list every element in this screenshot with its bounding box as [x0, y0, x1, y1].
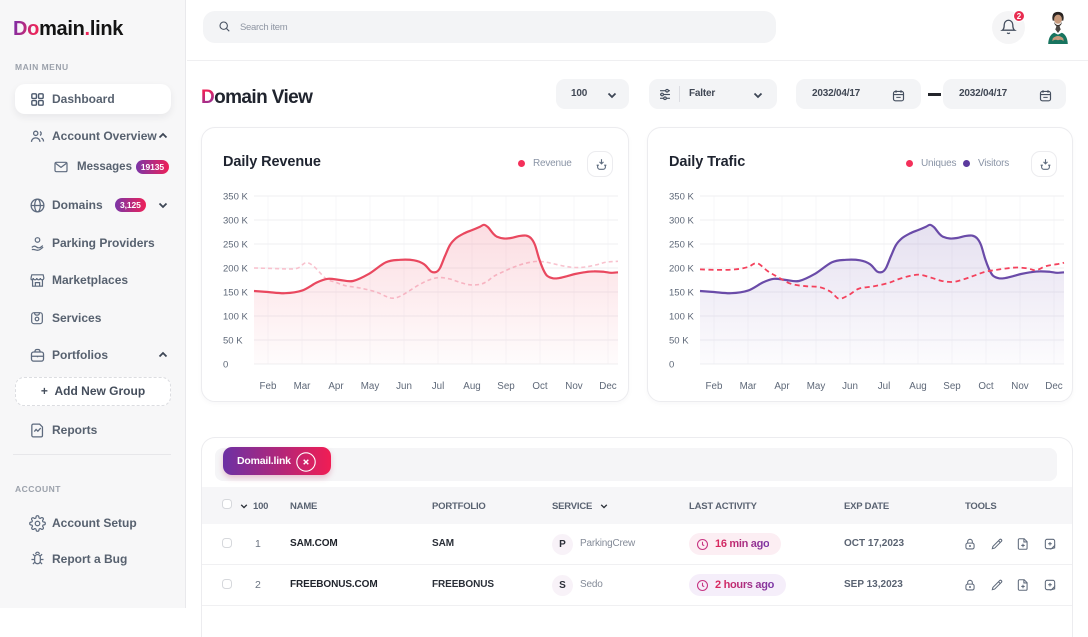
svg-text:Sep: Sep: [497, 381, 515, 392]
svg-text:Mar: Mar: [740, 381, 758, 392]
svg-text:300 K: 300 K: [223, 216, 248, 227]
svg-text:Sep: Sep: [943, 381, 961, 392]
svg-text:Nov: Nov: [1011, 381, 1029, 392]
svg-text:Feb: Feb: [260, 381, 277, 392]
svg-text:350 K: 350 K: [669, 192, 694, 203]
svg-text:Oct: Oct: [978, 381, 994, 392]
svg-text:Aug: Aug: [463, 381, 480, 392]
svg-text:200 K: 200 K: [223, 264, 248, 275]
svg-text:150 K: 150 K: [669, 288, 694, 299]
svg-text:Mar: Mar: [294, 381, 312, 392]
svg-text:May: May: [807, 381, 826, 392]
svg-text:300 K: 300 K: [669, 216, 694, 227]
svg-text:50 K: 50 K: [223, 336, 243, 347]
svg-text:250 K: 250 K: [669, 240, 694, 251]
svg-text:100 K: 100 K: [669, 312, 694, 323]
svg-text:250 K: 250 K: [223, 240, 248, 251]
svg-text:200 K: 200 K: [669, 264, 694, 275]
svg-text:50 K: 50 K: [669, 336, 689, 347]
svg-text:0: 0: [669, 360, 674, 371]
svg-text:Jun: Jun: [396, 381, 412, 392]
svg-text:Aug: Aug: [909, 381, 926, 392]
svg-text:Dec: Dec: [599, 381, 617, 392]
svg-text:Feb: Feb: [706, 381, 723, 392]
svg-text:Jul: Jul: [878, 381, 891, 392]
svg-text:Jul: Jul: [432, 381, 445, 392]
svg-text:Nov: Nov: [565, 381, 583, 392]
svg-text:Apr: Apr: [774, 381, 790, 392]
svg-text:Jun: Jun: [842, 381, 858, 392]
svg-text:350 K: 350 K: [223, 192, 248, 203]
svg-text:100 K: 100 K: [223, 312, 248, 323]
svg-text:Dec: Dec: [1045, 381, 1063, 392]
svg-text:Oct: Oct: [532, 381, 548, 392]
svg-text:Apr: Apr: [328, 381, 344, 392]
svg-text:May: May: [361, 381, 380, 392]
svg-text:150 K: 150 K: [223, 288, 248, 299]
svg-text:0: 0: [223, 360, 228, 371]
